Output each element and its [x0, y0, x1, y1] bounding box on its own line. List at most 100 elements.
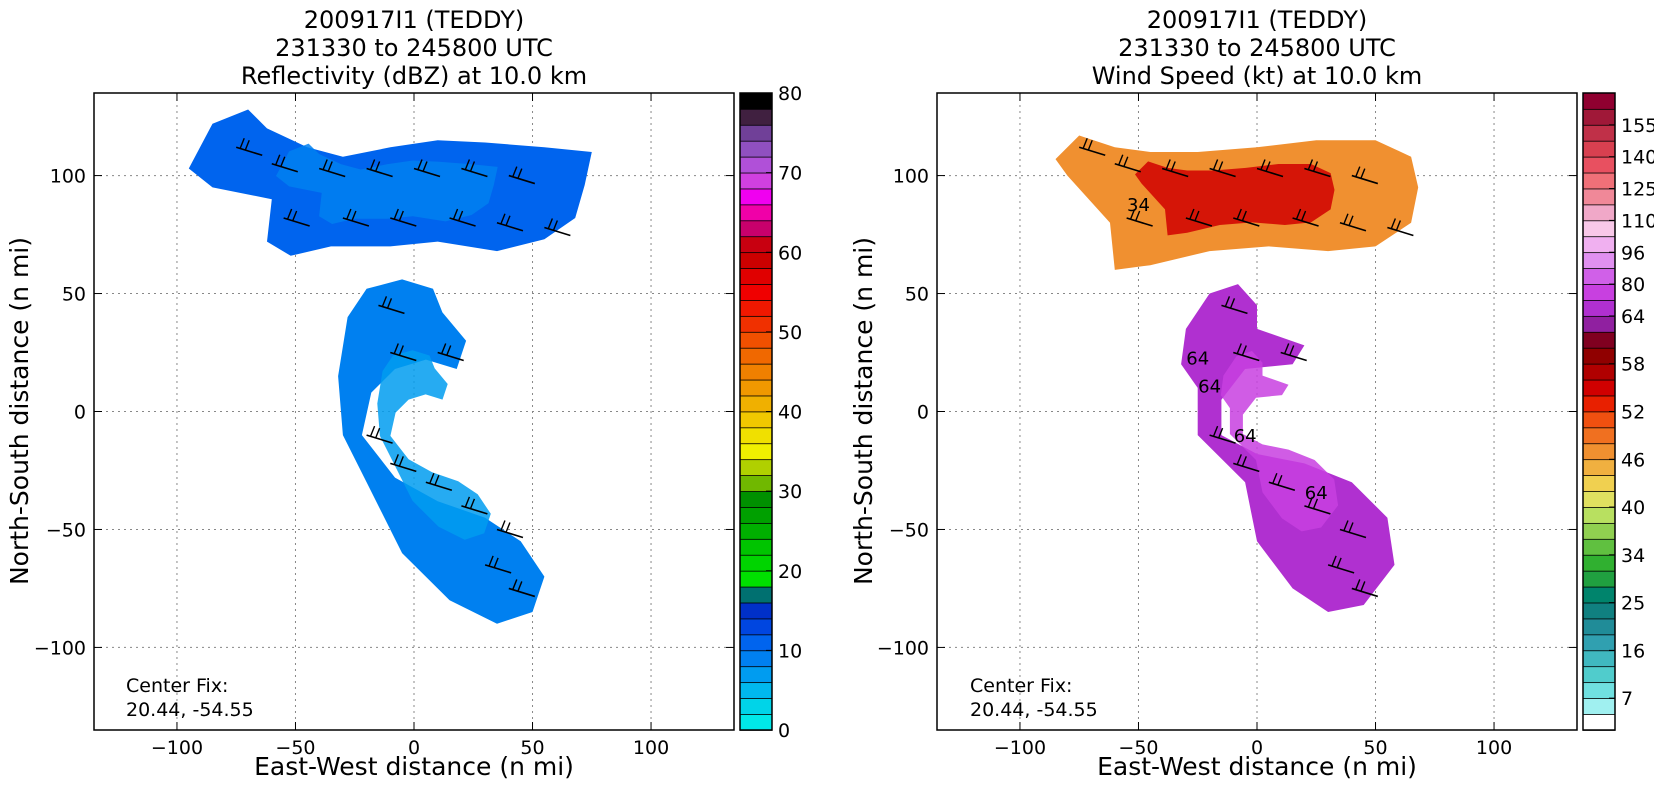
colorbar-segment	[739, 315, 773, 333]
colorbar-segment	[739, 235, 773, 254]
colorbar-segment	[1582, 235, 1616, 254]
colorbar-tick-label: 70	[778, 163, 802, 185]
wind-barb-flag	[1277, 475, 1283, 486]
colorbar-segment	[739, 140, 773, 158]
wind-barb-flag	[1170, 161, 1176, 172]
wind-barb-flag	[1300, 210, 1307, 222]
wind-barb	[1304, 505, 1331, 515]
colorbar-segment	[1582, 92, 1616, 110]
y-tick-label: −50	[889, 519, 929, 541]
wind-barb	[1268, 481, 1296, 492]
colorbar-segment	[739, 283, 773, 301]
wind-barb-flag	[374, 161, 381, 172]
wind-x-axis-label: East-West distance (n mi)	[1097, 752, 1417, 781]
colorbar-segment	[1582, 522, 1616, 540]
wind-barb-flag	[1236, 208, 1242, 220]
colorbar-tick-label: 20	[778, 561, 802, 583]
wind-barb-flag	[369, 425, 376, 437]
colorbar-tick-label: 96	[1621, 242, 1645, 264]
wind-barb-flag	[1165, 159, 1171, 170]
colorbar-tick-label: 40	[778, 402, 802, 424]
colorbar-segment	[739, 649, 773, 668]
colorbar-segment	[1582, 283, 1616, 301]
wind-barb	[1304, 167, 1331, 178]
colorbar-tick-label: 34	[1621, 545, 1645, 567]
colorbar-segment	[1582, 538, 1616, 556]
wind-barb	[366, 434, 393, 444]
wind-barb-flag	[1395, 220, 1402, 231]
wind-barb-flag	[1236, 454, 1242, 465]
x-tick-label: 50	[1363, 737, 1387, 759]
y-tick-label: 0	[74, 402, 86, 424]
reflectivity-wind-barbs	[235, 138, 571, 598]
wind-barb	[425, 481, 453, 492]
wind-barb-flag	[1212, 425, 1219, 437]
colorbar-segment	[739, 395, 773, 413]
y-tick-label: 50	[62, 284, 86, 306]
y-tick-label: 0	[917, 402, 929, 424]
colorbar-tick-label: 80	[778, 83, 802, 105]
colorbar-segment	[739, 188, 773, 206]
wind-barb	[390, 351, 417, 362]
wind-barb	[1233, 351, 1260, 362]
y-tick-label: −100	[877, 637, 929, 659]
data-region-inner	[1135, 161, 1335, 236]
colorbar-segment	[1582, 204, 1616, 222]
colorbar-segment	[1582, 411, 1616, 429]
colorbar-segment	[739, 267, 773, 285]
wind-barb-flag	[1129, 208, 1136, 220]
colorbar-segment	[739, 634, 773, 652]
wind-barb-flag	[1194, 210, 1200, 222]
wind-barb-flag	[327, 161, 333, 172]
colorbar-segment	[739, 665, 773, 684]
x-tick-label: 0	[408, 737, 420, 759]
x-tick-label: −50	[1118, 737, 1158, 759]
wind-barb-flag	[393, 454, 399, 465]
wind-barb-flag	[464, 159, 471, 170]
wind-barb	[1221, 304, 1248, 315]
y-tick-label: 100	[50, 166, 86, 188]
colorbar-segment	[1582, 618, 1616, 636]
wind-barb-flag	[1348, 522, 1354, 533]
wind-barb	[508, 174, 536, 185]
data-region-inner	[377, 350, 491, 540]
colorbar-segment	[739, 363, 773, 381]
wind-barb-flag	[386, 298, 393, 309]
colorbar-segment	[739, 442, 773, 461]
colorbar-tick-label: 25	[1621, 593, 1645, 615]
wind-barb-flag	[1241, 456, 1247, 467]
reflectivity-title-line-1: 200917I1 (TEDDY)	[304, 6, 524, 34]
reflectivity-title-line-2: 231330 to 245800 UTC	[275, 34, 553, 62]
wind-axis-ticks: −100 −50 0 50 100 −100 −50 0 50 100	[877, 93, 1577, 759]
wind-barb-flag	[1307, 159, 1314, 170]
wind-barb-flag	[1082, 138, 1088, 149]
colorbar-segment	[739, 379, 773, 397]
wind-barb	[1233, 462, 1260, 473]
colorbar-segment	[1582, 506, 1616, 524]
colorbar-segment	[1582, 570, 1616, 588]
colorbar-segment	[1582, 458, 1616, 476]
wind-barb-flag	[369, 159, 376, 170]
contour-label: 64	[1198, 377, 1221, 398]
wind-barb-flag	[346, 208, 352, 220]
colorbar-tick-label: 58	[1621, 354, 1645, 376]
colorbar-segment	[1582, 665, 1616, 684]
reflectivity-axis-ticks: −100 −50 0 50 100 −100 −50 0 50 100	[34, 93, 734, 759]
wind-barb	[1292, 217, 1319, 227]
x-tick-label: 100	[1476, 737, 1512, 759]
wind-barb	[1185, 217, 1213, 227]
wind-barb-flag	[1224, 296, 1231, 307]
wind-barb-flag	[552, 220, 559, 231]
wind-barb	[1256, 167, 1284, 178]
wind-barb-flag	[488, 555, 494, 567]
wind-barb-flag	[1236, 343, 1242, 354]
wind-center-fix-value: 20.44, -54.55	[970, 699, 1098, 721]
colorbar-tick-label: 140	[1621, 147, 1654, 169]
wind-barb	[496, 221, 524, 232]
colorbar-segment	[1582, 554, 1616, 572]
colorbar-segment	[739, 331, 773, 349]
y-tick-label: 100	[893, 166, 929, 188]
colorbar-segment	[739, 538, 773, 556]
wind-barb	[271, 163, 299, 173]
wind-barb-flag	[417, 159, 423, 170]
